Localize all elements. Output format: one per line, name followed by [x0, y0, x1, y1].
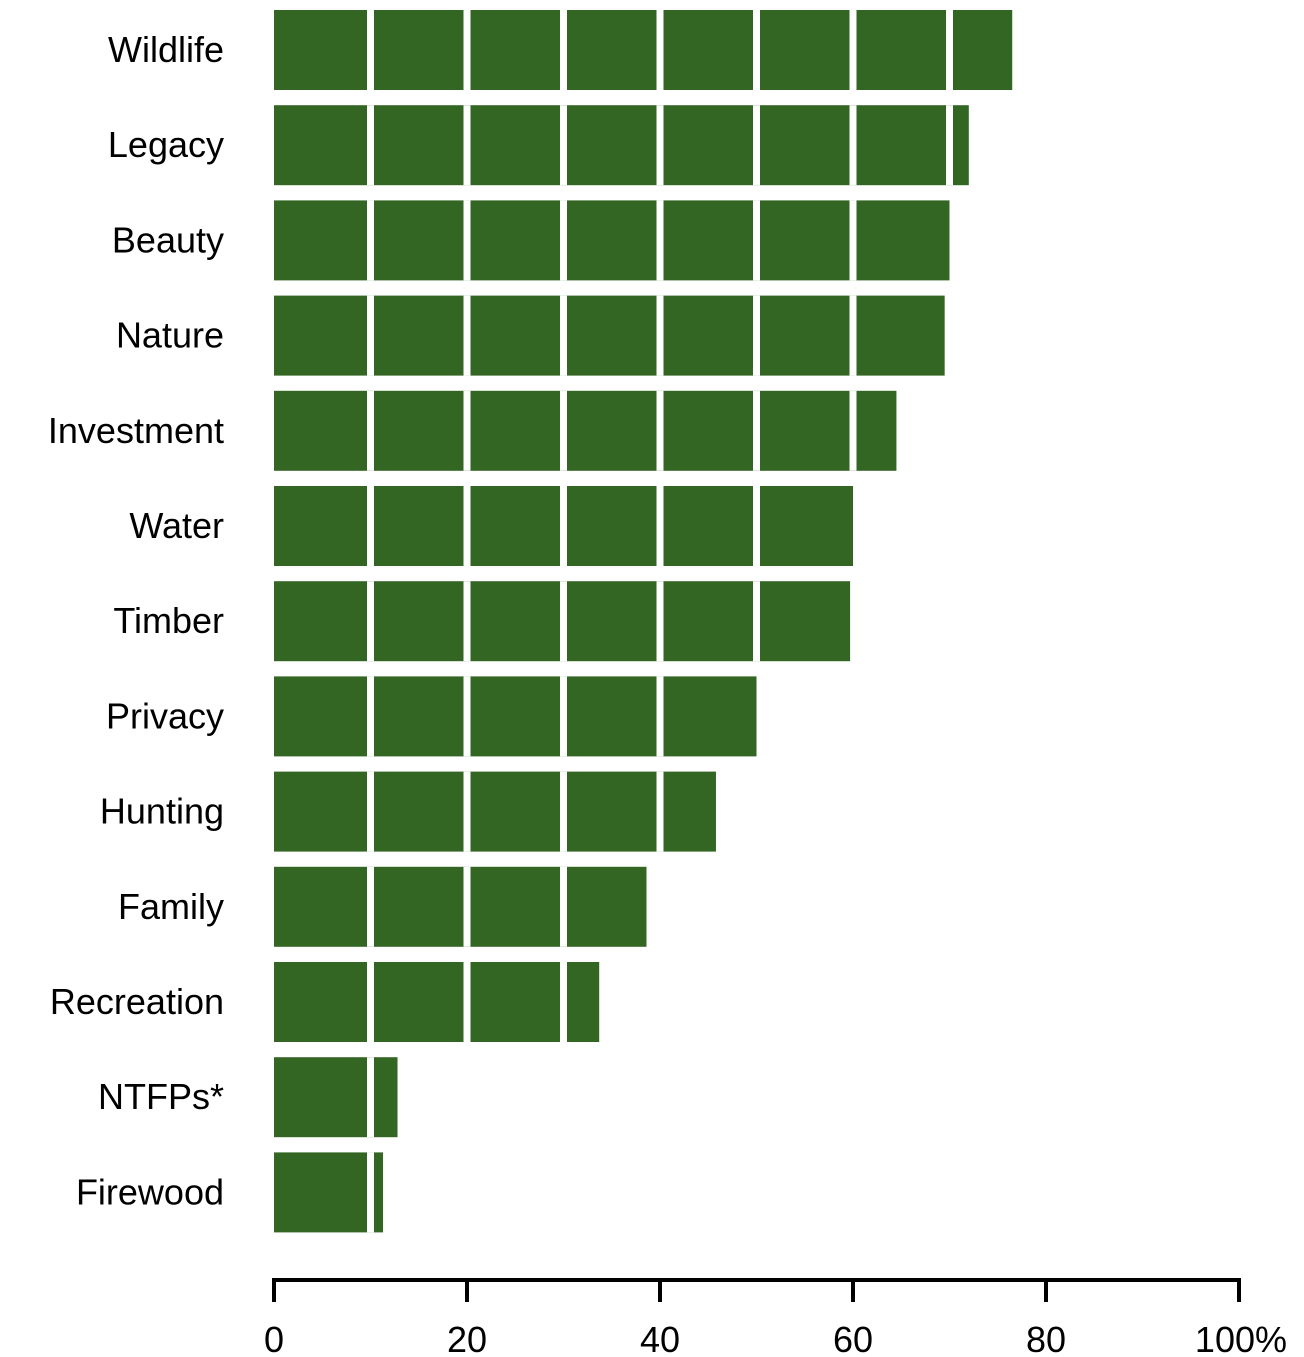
bar — [274, 676, 757, 757]
category-label: Nature — [116, 315, 224, 356]
x-tick-label: 0 — [264, 1319, 284, 1357]
bar — [274, 105, 969, 186]
bar-rect — [274, 866, 647, 947]
bar-rect — [274, 962, 600, 1042]
bar-rect — [274, 105, 969, 186]
category-label: Legacy — [108, 124, 224, 165]
category-label: NTFPs* — [98, 1076, 224, 1117]
bar — [274, 1152, 384, 1233]
bar — [274, 866, 647, 947]
bar-rect — [274, 200, 950, 281]
bar-rect — [274, 1057, 398, 1138]
x-axis: 0 20 40 60 80 100% — [264, 1278, 1287, 1357]
bar-rect — [274, 295, 945, 376]
x-tick-label: 100% — [1195, 1319, 1287, 1357]
category-label: Timber — [113, 600, 224, 641]
bar — [274, 200, 950, 281]
bar — [274, 390, 897, 471]
bar-rect — [274, 676, 757, 757]
x-tick-label: 80 — [1026, 1319, 1066, 1357]
bar — [274, 962, 600, 1042]
bar-rect — [274, 10, 1013, 90]
category-label: Family — [118, 886, 224, 927]
category-label: Wildlife — [108, 29, 224, 70]
bar — [274, 10, 1013, 90]
category-label: Privacy — [106, 695, 224, 736]
category-label: Investment — [48, 410, 224, 451]
category-labels: Wildlife Legacy Beauty Nature Investment Wate… — [48, 29, 224, 1212]
bar-rect — [274, 390, 897, 471]
bar — [274, 486, 853, 566]
bar — [274, 771, 716, 852]
bar-rect — [274, 771, 716, 852]
bar — [274, 581, 851, 662]
x-tick-label: 40 — [640, 1319, 680, 1357]
bar — [274, 1057, 398, 1138]
category-label: Recreation — [50, 981, 224, 1022]
x-tick-label: 60 — [833, 1319, 873, 1357]
bar-rect — [274, 1152, 384, 1233]
x-tick-label: 20 — [447, 1319, 487, 1357]
category-label: Firewood — [76, 1171, 224, 1212]
category-label: Hunting — [100, 791, 224, 832]
category-label: Water — [129, 505, 224, 546]
bar — [274, 295, 945, 376]
category-label: Beauty — [112, 219, 224, 260]
bars-group — [274, 10, 1013, 1233]
